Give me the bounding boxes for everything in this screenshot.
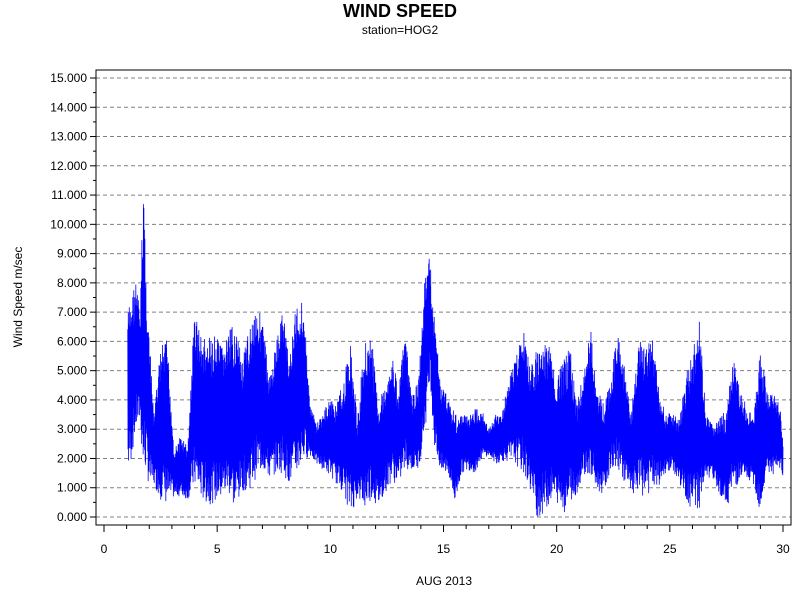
x-tick-label: 0 (101, 542, 108, 556)
chart-subtitle: station=HOG2 (361, 23, 439, 37)
y-tick-label: 2.000 (57, 451, 87, 465)
y-tick-label: 1.000 (57, 481, 87, 495)
y-tick-label: 14.000 (50, 100, 87, 114)
y-tick-label: 15.000 (50, 71, 87, 85)
y-tick-label: 4.000 (57, 393, 87, 407)
x-axis: 0 5 10 15 20 25 30 (101, 525, 790, 556)
x-tick-label: 20 (550, 542, 564, 556)
y-tick-label: 10.000 (50, 217, 87, 231)
y-tick-label: 13.000 (50, 130, 87, 144)
y-tick-label: 11.000 (51, 188, 87, 202)
chart-title: WIND SPEED (342, 1, 457, 21)
x-tick-label: 25 (663, 542, 677, 556)
x-axis-label: AUG 2013 (416, 574, 472, 588)
y-tick-label: 7.000 (57, 305, 87, 319)
y-tick-label: 8.000 (57, 276, 87, 290)
y-tick-label: 0.000 (57, 510, 87, 524)
x-tick-label: 30 (776, 542, 790, 556)
x-tick-label: 10 (324, 542, 338, 556)
y-tick-label: 6.000 (57, 334, 87, 348)
wind-speed-series-line (127, 204, 784, 517)
y-tick-label: 3.000 (57, 422, 87, 436)
y-tick-label: 9.000 (57, 247, 87, 261)
y-tick-label: 5.000 (57, 364, 87, 378)
y-tick-label: 12.000 (50, 159, 87, 173)
y-axis-label: Wind Speed m/sec (11, 247, 25, 348)
y-axis: 0.000 1.000 2.000 3.000 4.000 5.000 6.000 7.000… (50, 71, 96, 524)
x-tick-label: 15 (437, 542, 451, 556)
x-tick-label: 5 (214, 542, 221, 556)
data-series (127, 204, 784, 517)
